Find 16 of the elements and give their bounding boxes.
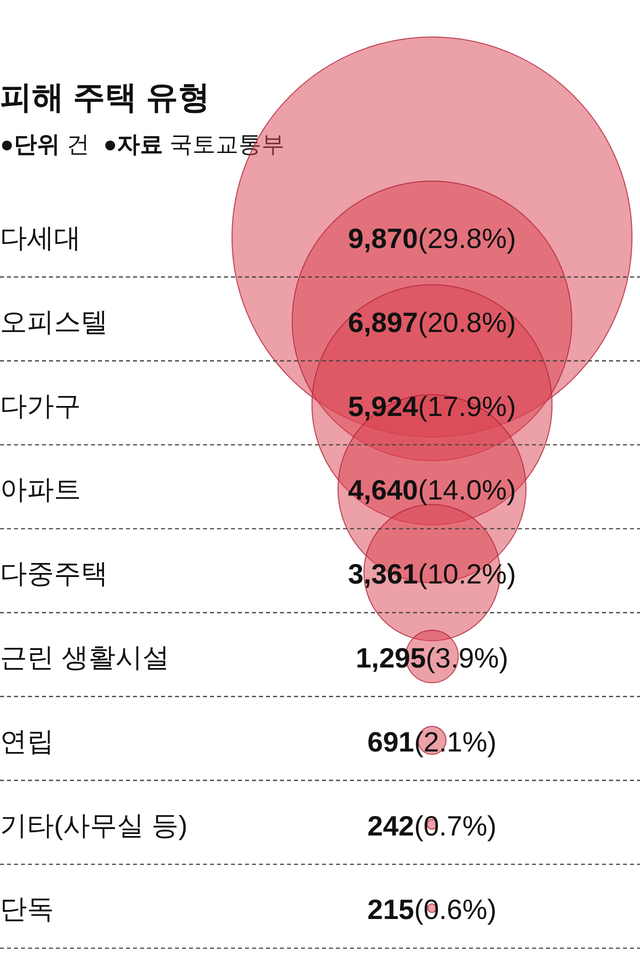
category-label: 다가구 bbox=[0, 390, 81, 421]
text: 피해 주택 유형 bbox=[0, 79, 210, 115]
data-label: 215(0.6%) bbox=[367, 894, 497, 926]
category-label: 다세대 bbox=[0, 223, 81, 253]
data-label: 4,640(14.0%) bbox=[348, 474, 516, 506]
category-label: 단독 bbox=[0, 894, 54, 924]
category-label: 다중주택 bbox=[0, 558, 108, 589]
category-label: 아파트 bbox=[0, 474, 81, 505]
category-label: 연립 bbox=[0, 726, 54, 756]
category-label: 근린 생활시설 bbox=[0, 642, 170, 672]
data-label: 5,924(17.9%) bbox=[348, 390, 516, 422]
category-label: 기타(사무실 등) bbox=[0, 810, 188, 840]
category-label: 오피스텔 bbox=[0, 306, 108, 337]
data-label: 6,897(20.8%) bbox=[348, 306, 516, 338]
data-label: 9,870(29.8%) bbox=[348, 223, 516, 254]
data-label: 242(0.7%) bbox=[367, 810, 497, 842]
